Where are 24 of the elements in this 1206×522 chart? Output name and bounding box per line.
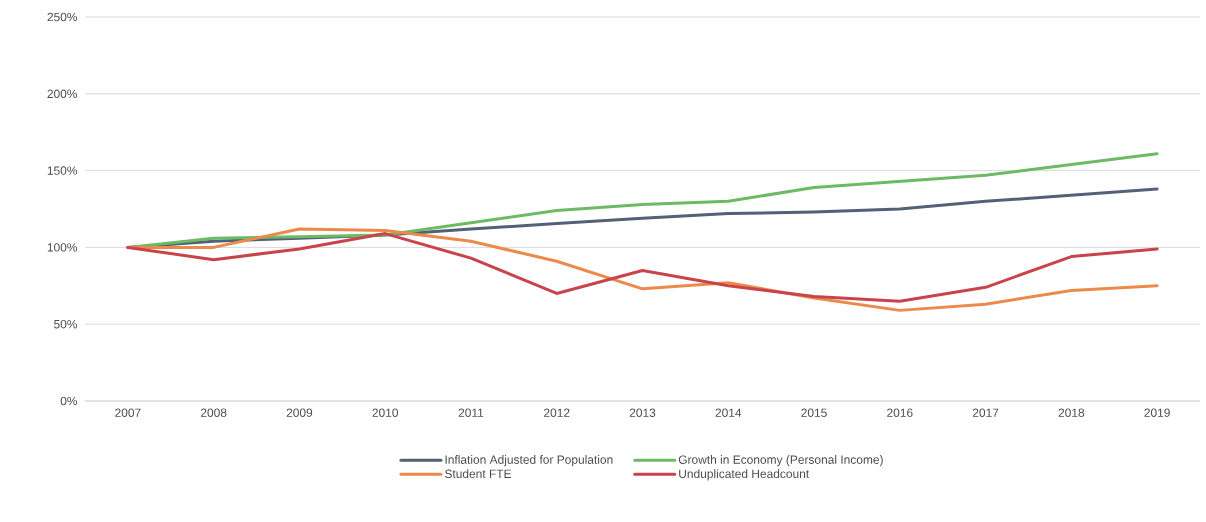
x-tick-label: 2010 [372,408,399,417]
y-tick-label: 100% [47,243,78,252]
x-tick-label: 2009 [286,408,313,417]
y-tick-label: 0% [60,396,78,406]
y-tick-label: 200% [47,89,78,99]
legend-label: Growth in Economy (Personal Income) [678,455,883,467]
line-series [126,232,1159,303]
legend-label: Unduplicated Headcount [679,469,810,481]
x-tick-label: 2017 [972,408,999,417]
y-tick-label: 150% [47,166,78,175]
x-tick-label: 2012 [544,408,570,417]
x-tick-label: 2018 [1058,408,1085,417]
x-tick-label: 2016 [887,408,913,417]
y-tick-label: 50% [54,319,78,329]
y-tick-label: 250% [47,12,78,22]
legend-label: Student FTE [444,469,512,479]
x-tick-label: 2014 [715,408,742,417]
x-tick-label: 2011 [458,408,484,417]
x-tick-label: 2008 [200,408,227,417]
x-tick-label: 2007 [115,408,141,417]
legend-label: Inflation Adjusted for Population [445,455,613,467]
x-tick-label: 2013 [629,408,656,417]
x-tick-label: 2015 [801,408,827,417]
x-tick-label: 2019 [1144,408,1170,417]
